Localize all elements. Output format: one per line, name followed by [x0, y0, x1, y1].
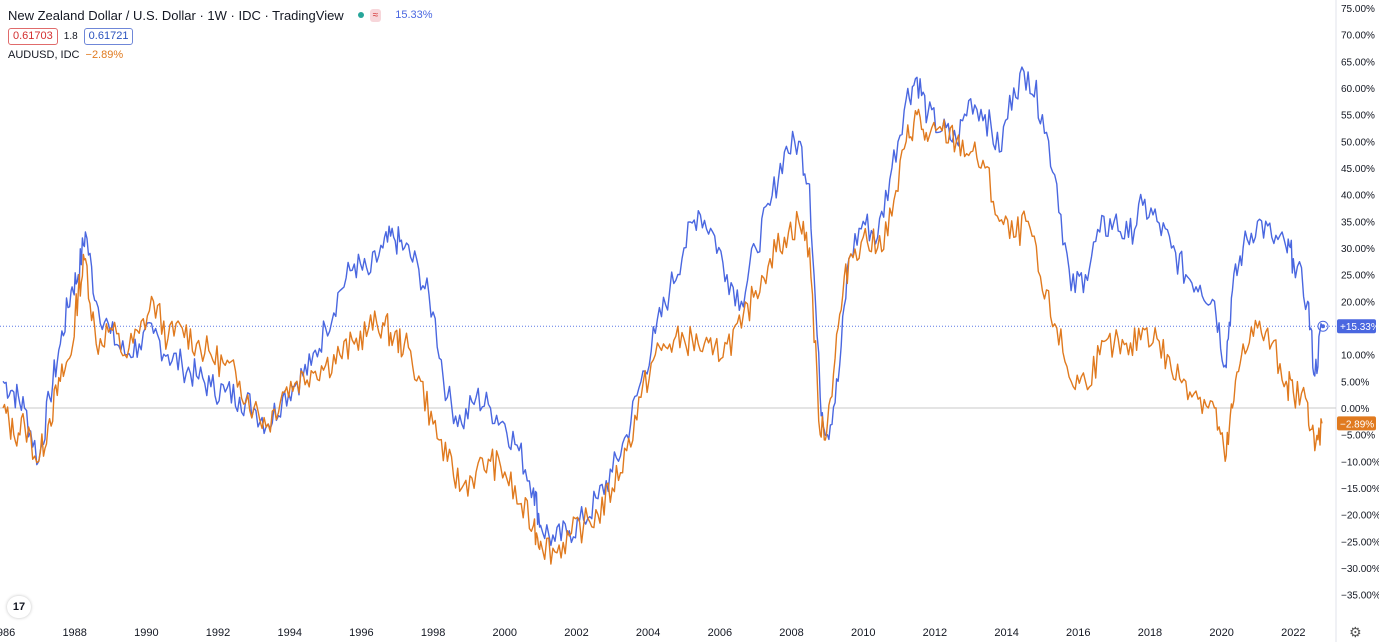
x-tick-label: 1990 [134, 627, 158, 639]
series-line-audusd [2, 108, 1323, 565]
y-tick-label: −20.00% [1341, 511, 1379, 522]
nzd-current-value-label-bg [1337, 319, 1376, 334]
x-tick-label: 2012 [923, 627, 947, 639]
quote-row: 0.61703 1.8 0.61721 [8, 26, 433, 46]
x-tick-label: 1998 [421, 627, 445, 639]
y-tick-label: 70.00% [1341, 31, 1375, 42]
y-tick-label: 60.00% [1341, 84, 1375, 95]
y-tick-label: −25.00% [1341, 537, 1379, 548]
ask-price-button[interactable]: 0.61721 [83, 27, 134, 45]
y-tick-label: −35.00% [1341, 591, 1379, 602]
legend-title-row: New Zealand Dollar / U.S. Dollar · 1W · … [8, 6, 433, 24]
x-tick-label: 2014 [994, 627, 1018, 639]
y-tick-label: 30.00% [1341, 244, 1375, 255]
compare-symbol[interactable]: AUDUSD, IDC [8, 49, 80, 61]
x-tick-label: 2020 [1209, 627, 1233, 639]
y-tick-label: 5.00% [1341, 377, 1369, 388]
y-tick-label: 20.00% [1341, 297, 1375, 308]
last-value-marker [1317, 320, 1329, 332]
x-tick-label: 2022 [1281, 627, 1305, 639]
x-tick-label: 2016 [1066, 627, 1090, 639]
tradingview-logo-icon[interactable]: 17 [7, 596, 31, 618]
bid-price-button[interactable]: 0.61703 [8, 27, 58, 45]
y-tick-label: 55.00% [1341, 111, 1375, 122]
chart-legend: New Zealand Dollar / U.S. Dollar · 1W · … [8, 6, 433, 64]
y-tick-label: 65.00% [1341, 57, 1375, 68]
x-tick-label: 1994 [277, 627, 301, 639]
aud-current-value-label: −2.89% [1340, 419, 1374, 430]
x-tick-label: 1992 [206, 627, 230, 639]
x-tick-label: 2018 [1138, 627, 1162, 639]
compare-value: −2.89% [85, 49, 124, 61]
y-tick-label: −15.00% [1341, 484, 1379, 495]
compare-row: AUDUSD, IDC −2.89% [8, 46, 433, 64]
y-tick-label: 40.00% [1341, 191, 1375, 202]
y-tick-label: −30.00% [1341, 564, 1379, 575]
y-tick-label: 10.00% [1341, 351, 1375, 362]
settings-gear-icon[interactable]: ⚙ [1349, 624, 1362, 640]
y-tick-label: 45.00% [1341, 164, 1375, 175]
series-line-nzdusd [2, 66, 1323, 547]
y-tick-label: −5.00% [1341, 431, 1375, 442]
y-tick-label: −10.00% [1341, 457, 1379, 468]
last-value-marker-dot [1321, 324, 1325, 329]
y-tick-label: 25.00% [1341, 271, 1375, 282]
x-tick-label: 2006 [708, 627, 732, 639]
x-tick-label: 2000 [493, 627, 517, 639]
x-tick-label: 2004 [636, 627, 660, 639]
y-tick-label: 50.00% [1341, 137, 1375, 148]
spread-value: 1.8 [63, 30, 78, 42]
market-status-dot-icon [357, 12, 364, 18]
y-tick-label: 75.00% [1341, 4, 1375, 15]
symbol-title[interactable]: New Zealand Dollar / U.S. Dollar · 1W · … [8, 7, 344, 23]
y-tick-label: 0.00% [1341, 404, 1369, 415]
x-tick-label: 1996 [349, 627, 373, 639]
x-tick-label: 2010 [851, 627, 875, 639]
aud-current-value-label-bg [1337, 416, 1376, 431]
x-tick-label: 2008 [779, 627, 803, 639]
main-change-percent: 15.33% [395, 9, 433, 21]
x-tick-label: 1988 [62, 627, 86, 639]
x-tick-label: 2002 [564, 627, 588, 639]
approx-badge-icon: ≈ [369, 8, 382, 22]
nzd-current-value-label: +15.33% [1340, 322, 1379, 333]
y-tick-label: 35.00% [1341, 217, 1375, 228]
x-tick-label: 1986 [0, 627, 15, 639]
